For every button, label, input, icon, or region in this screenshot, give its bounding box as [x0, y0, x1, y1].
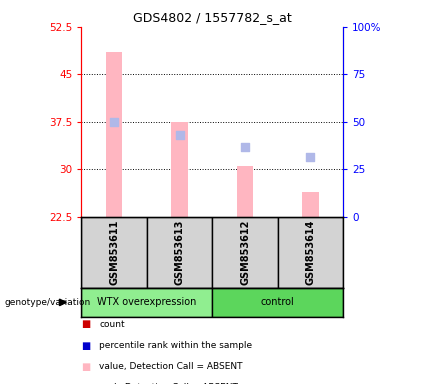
- Text: GSM853614: GSM853614: [305, 220, 315, 285]
- Text: GSM853613: GSM853613: [175, 220, 184, 285]
- Point: [242, 144, 249, 151]
- Text: ■: ■: [81, 362, 91, 372]
- Bar: [147, 217, 213, 288]
- Point: [307, 154, 314, 160]
- Text: rank, Detection Call = ABSENT: rank, Detection Call = ABSENT: [99, 383, 238, 384]
- Bar: [213, 217, 278, 288]
- Bar: [213, 288, 343, 317]
- Bar: [172, 122, 188, 217]
- Text: value, Detection Call = ABSENT: value, Detection Call = ABSENT: [99, 362, 242, 371]
- Text: ■: ■: [81, 341, 91, 351]
- Bar: [106, 52, 122, 217]
- Text: genotype/variation: genotype/variation: [4, 298, 91, 307]
- Text: GSM853611: GSM853611: [109, 220, 119, 285]
- Text: control: control: [261, 297, 295, 308]
- Text: GSM853612: GSM853612: [240, 220, 250, 285]
- Text: ■: ■: [81, 383, 91, 384]
- Text: ■: ■: [81, 319, 91, 329]
- Text: percentile rank within the sample: percentile rank within the sample: [99, 341, 252, 350]
- Bar: [81, 217, 147, 288]
- Title: GDS4802 / 1557782_s_at: GDS4802 / 1557782_s_at: [133, 11, 292, 24]
- Text: count: count: [99, 320, 125, 329]
- Text: WTX overexpression: WTX overexpression: [97, 297, 197, 308]
- Bar: [81, 288, 213, 317]
- Point: [110, 119, 117, 125]
- Bar: [237, 166, 253, 217]
- Bar: [302, 192, 319, 217]
- Point: [176, 131, 183, 138]
- Bar: [278, 217, 343, 288]
